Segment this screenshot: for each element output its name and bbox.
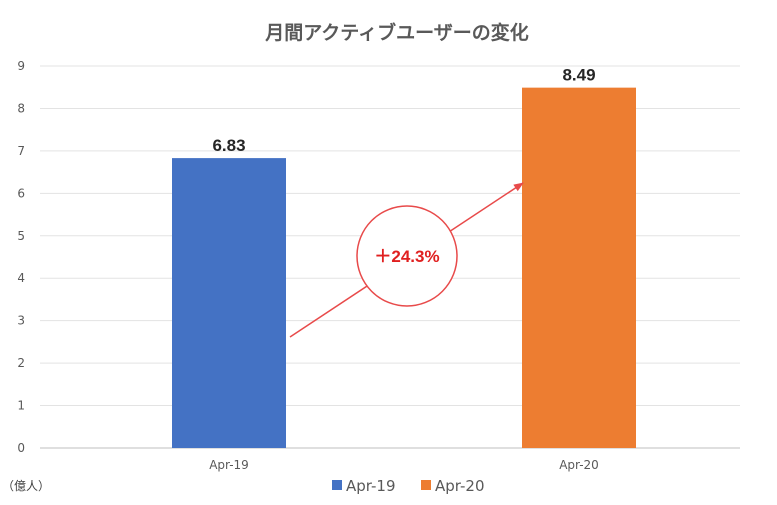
y-tick-label: 8 (17, 101, 25, 115)
legend-label-apr-19: Apr-19 (346, 477, 396, 495)
y-tick-label: 7 (17, 144, 25, 158)
growth-label: ＋24.3% (374, 247, 439, 266)
y-tick-label: 6 (17, 186, 25, 200)
y-axis-unit: （億人） (2, 479, 50, 493)
legend-swatch-apr-20 (421, 480, 431, 490)
bars (172, 87, 636, 449)
y-tick-label: 9 (17, 59, 25, 73)
legend-swatch-apr-19 (332, 480, 342, 490)
y-axis-ticks: 0 1 2 3 4 5 6 7 8 9 (17, 59, 25, 455)
category-labels: Apr-19 Apr-20 (209, 458, 599, 472)
data-label: 8.49 (562, 66, 595, 85)
y-tick-label: 4 (17, 271, 25, 285)
data-label: 6.83 (212, 136, 245, 155)
y-tick-label: 3 (17, 314, 25, 328)
y-tick-label: 2 (17, 356, 25, 370)
y-tick-label: 5 (17, 229, 25, 243)
chart-title: 月間アクティブユーザーの変化 (264, 21, 529, 44)
y-tick-label: 0 (17, 441, 25, 455)
y-tick-label: 1 (17, 399, 25, 413)
category-label: Apr-20 (559, 458, 599, 472)
bar-apr-20 (522, 87, 636, 448)
category-label: Apr-19 (209, 458, 249, 472)
growth-circle (356, 205, 458, 307)
legend-label-apr-20: Apr-20 (435, 477, 485, 495)
legend: Apr-19 Apr-20 (332, 477, 485, 495)
data-labels: 6.83 8.49 (212, 66, 595, 155)
growth-annotation: ＋24.3% (289, 182, 524, 338)
bar-apr-19 (172, 158, 286, 449)
